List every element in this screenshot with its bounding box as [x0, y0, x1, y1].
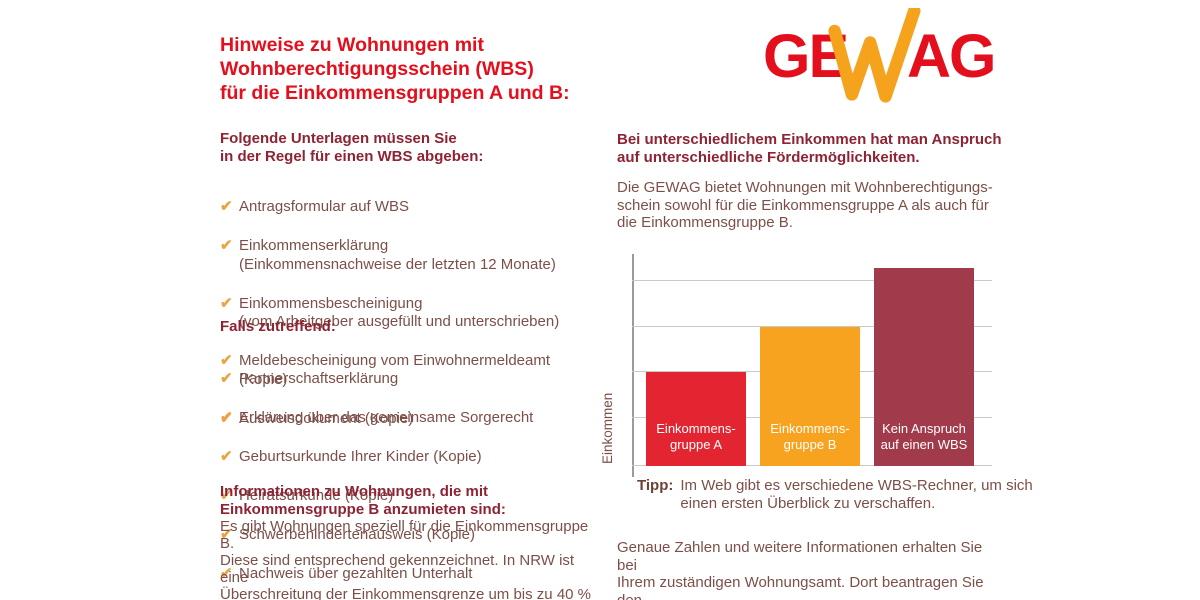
conditional-documents-list: ✔ Partnerschaftserklärung ✔ Erklärung üb… [220, 352, 595, 600]
list-item-text: Nachweis über gezahlten Unterhalt [239, 565, 473, 582]
list-item-text: Ausweisdokument (Kopie) [239, 409, 414, 427]
income-bar-chart: Einkommen Einkommens- gruppe A Einkommens… [600, 254, 996, 477]
list-item: ✔ Schwerbehindertenausweis (Kopie) [220, 526, 595, 545]
list-item-text: Meldebescheinigung vom Einwohnermeldeamt… [239, 352, 551, 388]
list-item-text: Geburtsurkunde Ihrer Kinder (Kopie) [239, 448, 482, 465]
check-icon: ✔ [220, 448, 233, 465]
group-b-info-heading: Informationen zu Wohnungen, die mit Eink… [220, 483, 506, 518]
income-claim-heading: Bei unterschiedlichem Einkommen hat man … [617, 131, 1002, 166]
chart-bar-3: Kein Anspruch auf einen WBS [874, 268, 974, 466]
list-item-text: Erklärung über das gemeinsame Sorgerecht [239, 409, 534, 426]
check-icon: ✔ [220, 370, 233, 387]
list-item: ✔ Heiratsurkunde (Kopie) [220, 487, 595, 506]
conditional-heading: Falls zutreffend: [220, 318, 336, 335]
list-item: ✔ Erklärung über das gemeinsame Sorgerec… [220, 409, 595, 428]
check-icon: ✔ [220, 198, 233, 215]
list-item: ✔ Ausweisdokument (Kopie) [220, 410, 595, 429]
chart-gridline [632, 325, 992, 327]
check-icon: ✔ [220, 409, 233, 427]
list-item-text: Partnerschaftserklärung [239, 370, 399, 387]
y-axis-label: Einkommen [600, 392, 615, 464]
list-item: ✔ Antragsformular auf WBS [220, 198, 595, 217]
check-icon: ✔ [220, 487, 233, 504]
chart-bar-2: Einkommens- gruppe B [760, 326, 860, 466]
check-icon: ✔ [220, 526, 233, 543]
group-b-info-text: Es gibt Wohnungen speziell für die Einko… [220, 518, 592, 600]
check-icon: ✔ [220, 237, 233, 254]
y-axis-line [632, 254, 634, 477]
tip-label: Tipp: [637, 477, 674, 494]
gewag-logo: GE AG [757, 8, 997, 108]
check-icon: ✔ [220, 565, 233, 582]
list-item: ✔ Nachweis über gezahlten Unterhalt [220, 565, 595, 584]
list-item: ✔ Einkommenserklärung (Einkommensnachwei… [220, 237, 595, 274]
check-icon: ✔ [220, 409, 233, 426]
chart-plot: Einkommens- gruppe A Einkommens- gruppe B… [632, 254, 992, 477]
tip-note: Tipp: Im Web gibt es verschiedene WBS-Re… [637, 477, 1033, 512]
required-documents-heading: Folgende Unterlagen müssen Sie in der Re… [220, 130, 484, 165]
list-item-text: Heiratsurkunde (Kopie) [239, 487, 394, 504]
chart-bar-label: Einkommens- gruppe A [656, 421, 736, 452]
page-title: Hinweise zu Wohnungen mit Wohnberechtigu… [220, 34, 570, 104]
list-item: ✔ Einkommensbescheinigung (vom Arbeitgeb… [220, 295, 595, 332]
tip-text: Im Web gibt es verschiedene WBS-Rechner,… [680, 477, 1033, 512]
chart-gridline [632, 279, 992, 281]
gewag-intro-text: Die GEWAG bietet Wohnungen mit Wohnberec… [617, 179, 993, 231]
chart-bar-1: Einkommens- gruppe A [646, 372, 746, 466]
list-item-text: Einkommenserklärung (Einkommensnachweise… [239, 237, 556, 273]
chart-bars: Einkommens- gruppe A Einkommens- gruppe B… [632, 258, 992, 466]
list-item-text: Antragsformular auf WBS [239, 198, 410, 215]
check-icon: ✔ [220, 352, 233, 369]
list-item-text: Schwerbehindertenausweis (Kopie) [239, 526, 475, 543]
wohnungsamt-outro-text: Genaue Zahlen und weitere Informationen … [617, 539, 984, 600]
logo-text-ag: AG [907, 22, 996, 90]
logo-w-icon [828, 8, 921, 103]
check-icon: ✔ [220, 294, 233, 312]
required-documents-list: ✔ Antragsformular auf WBS ✔ Einkommenser… [220, 180, 595, 449]
list-item: ✔ Geburtsurkunde Ihrer Kinder (Kopie) [220, 448, 595, 467]
list-item-text: Einkommensbescheinigung (vom Arbeitgeber… [239, 294, 560, 331]
list-item: ✔ Meldebescheinigung vom Einwohnermeldea… [220, 352, 595, 389]
list-item: ✔ Partnerschaftserklärung [220, 370, 595, 389]
chart-bar-label: Einkommens- gruppe B [770, 421, 850, 452]
chart-bar-label: Kein Anspruch auf einen WBS [880, 421, 968, 452]
